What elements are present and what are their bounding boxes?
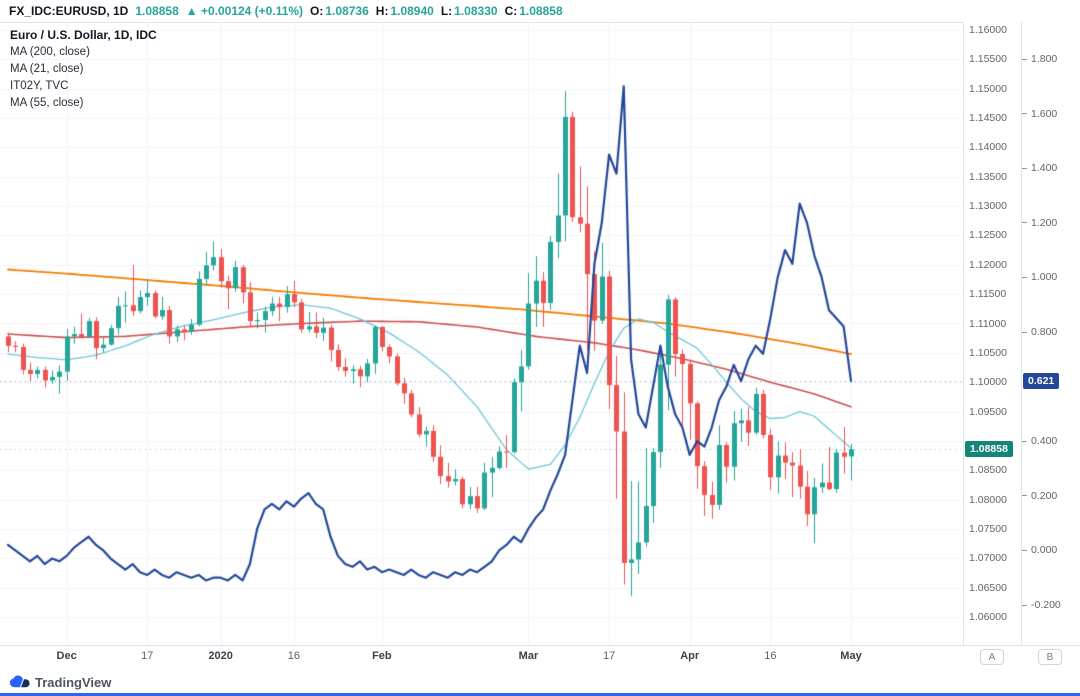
scale-a-button[interactable]: A xyxy=(980,649,1004,665)
yield-axis-tick xyxy=(1022,58,1027,60)
legend-symbol-title[interactable]: Euro / U.S. Dollar, 1D, IDC xyxy=(10,28,157,42)
yield-value-badge: 0.621 xyxy=(1023,372,1060,389)
last-price: 1.08858 xyxy=(135,4,179,18)
price-axis-label: 1.15000 xyxy=(969,82,1007,95)
bottom-accent-bar xyxy=(0,693,1080,696)
tradingview-logo-icon xyxy=(9,675,30,688)
yield-axis-label: 1.800 xyxy=(1031,53,1058,65)
yield-axis-label: 0.800 xyxy=(1031,326,1058,338)
price-axis-label: 1.13500 xyxy=(969,170,1007,183)
time-axis-label: Feb xyxy=(372,650,392,662)
yield-axis-tick xyxy=(1022,604,1027,606)
time-axis-label: 16 xyxy=(287,650,300,662)
yield-axis-separator xyxy=(1021,22,1022,667)
high-value: H: 1.08940 xyxy=(375,4,434,18)
price-axis-label: 1.12500 xyxy=(969,229,1007,242)
yield-axis-label: 0.000 xyxy=(1031,544,1058,557)
yield-axis-tick xyxy=(1022,440,1027,442)
footer: TradingView xyxy=(9,673,111,691)
yield-axis-tick xyxy=(1022,113,1027,115)
yield-axis-tick xyxy=(1022,222,1027,224)
yield-axis-tick xyxy=(1022,549,1027,551)
price-axis-label: 1.10000 xyxy=(969,376,1007,389)
legend-indicator-ma55[interactable]: MA (55, close) xyxy=(10,97,84,109)
chart-legend: Euro / U.S. Dollar, 1D, IDC MA (200, clo… xyxy=(10,27,157,112)
price-change: ▲ +0.00124 (+0.11%) xyxy=(185,4,304,18)
yield-axis-label: 0.400 xyxy=(1031,435,1058,448)
price-axis-label: 1.06000 xyxy=(969,611,1007,623)
time-axis-label: 17 xyxy=(602,650,616,662)
yield-axis-tick xyxy=(1022,331,1027,333)
price-axis-label: 1.08500 xyxy=(969,464,1007,477)
price-axis-label: 1.06500 xyxy=(969,581,1007,594)
time-axis-label: May xyxy=(840,650,862,662)
price-axis-label: 1.14500 xyxy=(969,112,1007,125)
price-axis-label: 1.13000 xyxy=(969,200,1007,213)
price-axis-label: 1.07000 xyxy=(969,552,1007,565)
yield-axis-tick xyxy=(1022,167,1027,169)
symbol-name[interactable]: FX_IDC:EURUSD, 1D xyxy=(9,4,129,18)
yield-axis-label: -0.200 xyxy=(1031,599,1061,611)
price-axis-label: 1.07500 xyxy=(969,522,1007,535)
time-axis-label: Apr xyxy=(680,650,700,662)
price-axis-label: 1.15500 xyxy=(969,53,1007,66)
price-axis-label: 1.14000 xyxy=(969,141,1007,154)
low-value: L: 1.08330 xyxy=(440,4,498,18)
legend-indicator-ma21[interactable]: MA (21, close) xyxy=(10,63,84,75)
legend-indicator-ma200[interactable]: MA (200, close) xyxy=(10,46,90,58)
price-axis-label: 1.12000 xyxy=(969,258,1007,271)
scale-b-button[interactable]: B xyxy=(1038,649,1062,665)
time-axis-label: 17 xyxy=(141,650,154,662)
price-chart-canvas[interactable] xyxy=(0,22,963,645)
price-axis-separator xyxy=(963,22,964,667)
yield-axis[interactable]: 0.621 1.800 1.600 1.400 1.200 1.000 0.800 0.40… xyxy=(1022,22,1080,645)
price-axis-label: 1.16000 xyxy=(969,24,1007,36)
time-axis-label: Mar xyxy=(518,650,539,662)
yield-axis-label: 1.600 xyxy=(1031,107,1058,120)
close-value: C: 1.08858 xyxy=(504,4,563,18)
time-axis-label: Dec xyxy=(56,650,77,662)
yield-axis-label: 1.400 xyxy=(1031,162,1058,175)
legend-indicator-it02y[interactable]: IT02Y, TVC xyxy=(10,80,69,92)
yield-axis-tick xyxy=(1022,495,1027,497)
last-price-badge: 1.08858 xyxy=(965,441,1013,458)
time-axis-label: 2020 xyxy=(208,650,233,662)
tradingview-logo[interactable]: TradingView xyxy=(9,675,111,690)
yield-axis-tick xyxy=(1022,276,1027,278)
time-axis-label: 16 xyxy=(764,650,777,662)
price-axis-label: 1.11500 xyxy=(969,288,1007,301)
price-axis-label: 1.08000 xyxy=(969,493,1007,506)
price-axis[interactable]: 1.08858 1.16000 1.15500 1.15000 1.14500 1.14… xyxy=(964,22,1021,645)
price-axis-label: 1.11000 xyxy=(969,317,1007,330)
price-axis-label: 1.09500 xyxy=(969,405,1007,418)
symbol-info-bar: FX_IDC:EURUSD, 1D 1.08858 ▲ +0.00124 (+0… xyxy=(0,0,1080,22)
yield-axis-label: 0.200 xyxy=(1031,489,1058,502)
open-value: O: 1.08736 xyxy=(310,4,369,18)
tradingview-logo-text: TradingView xyxy=(35,674,112,690)
time-axis[interactable]: A B Dec 17 2020 16 Feb Mar 17 Apr 16 May xyxy=(0,645,1080,668)
price-axis-label: 1.10500 xyxy=(969,346,1007,359)
yield-axis-label: 1.000 xyxy=(1031,271,1058,284)
yield-axis-label: 1.200 xyxy=(1031,216,1058,229)
